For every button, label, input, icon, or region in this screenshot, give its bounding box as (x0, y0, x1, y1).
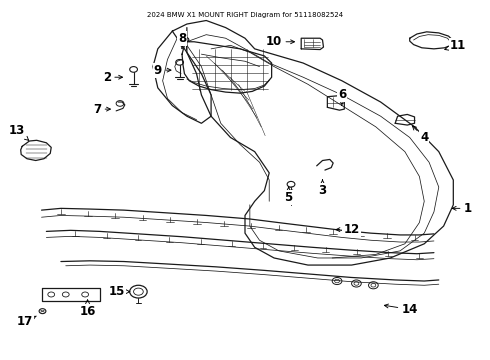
Text: 12: 12 (336, 223, 360, 236)
Text: 6: 6 (338, 89, 346, 105)
Text: 16: 16 (79, 300, 96, 318)
Text: 7: 7 (93, 103, 110, 116)
Text: 8: 8 (178, 32, 186, 49)
Text: 15: 15 (108, 285, 130, 298)
Text: 9: 9 (154, 64, 171, 77)
Text: 17: 17 (17, 315, 36, 328)
Text: 11: 11 (445, 39, 466, 52)
Text: 14: 14 (384, 303, 418, 316)
Text: 10: 10 (266, 35, 294, 48)
Text: 2: 2 (103, 71, 122, 84)
Text: 1: 1 (452, 202, 472, 215)
Text: 3: 3 (318, 180, 326, 197)
Text: 4: 4 (413, 126, 428, 144)
Text: 13: 13 (9, 124, 29, 140)
Text: 5: 5 (285, 187, 293, 204)
Text: 2024 BMW X1 MOUNT RIGHT Diagram for 51118082524: 2024 BMW X1 MOUNT RIGHT Diagram for 5111… (147, 12, 343, 18)
